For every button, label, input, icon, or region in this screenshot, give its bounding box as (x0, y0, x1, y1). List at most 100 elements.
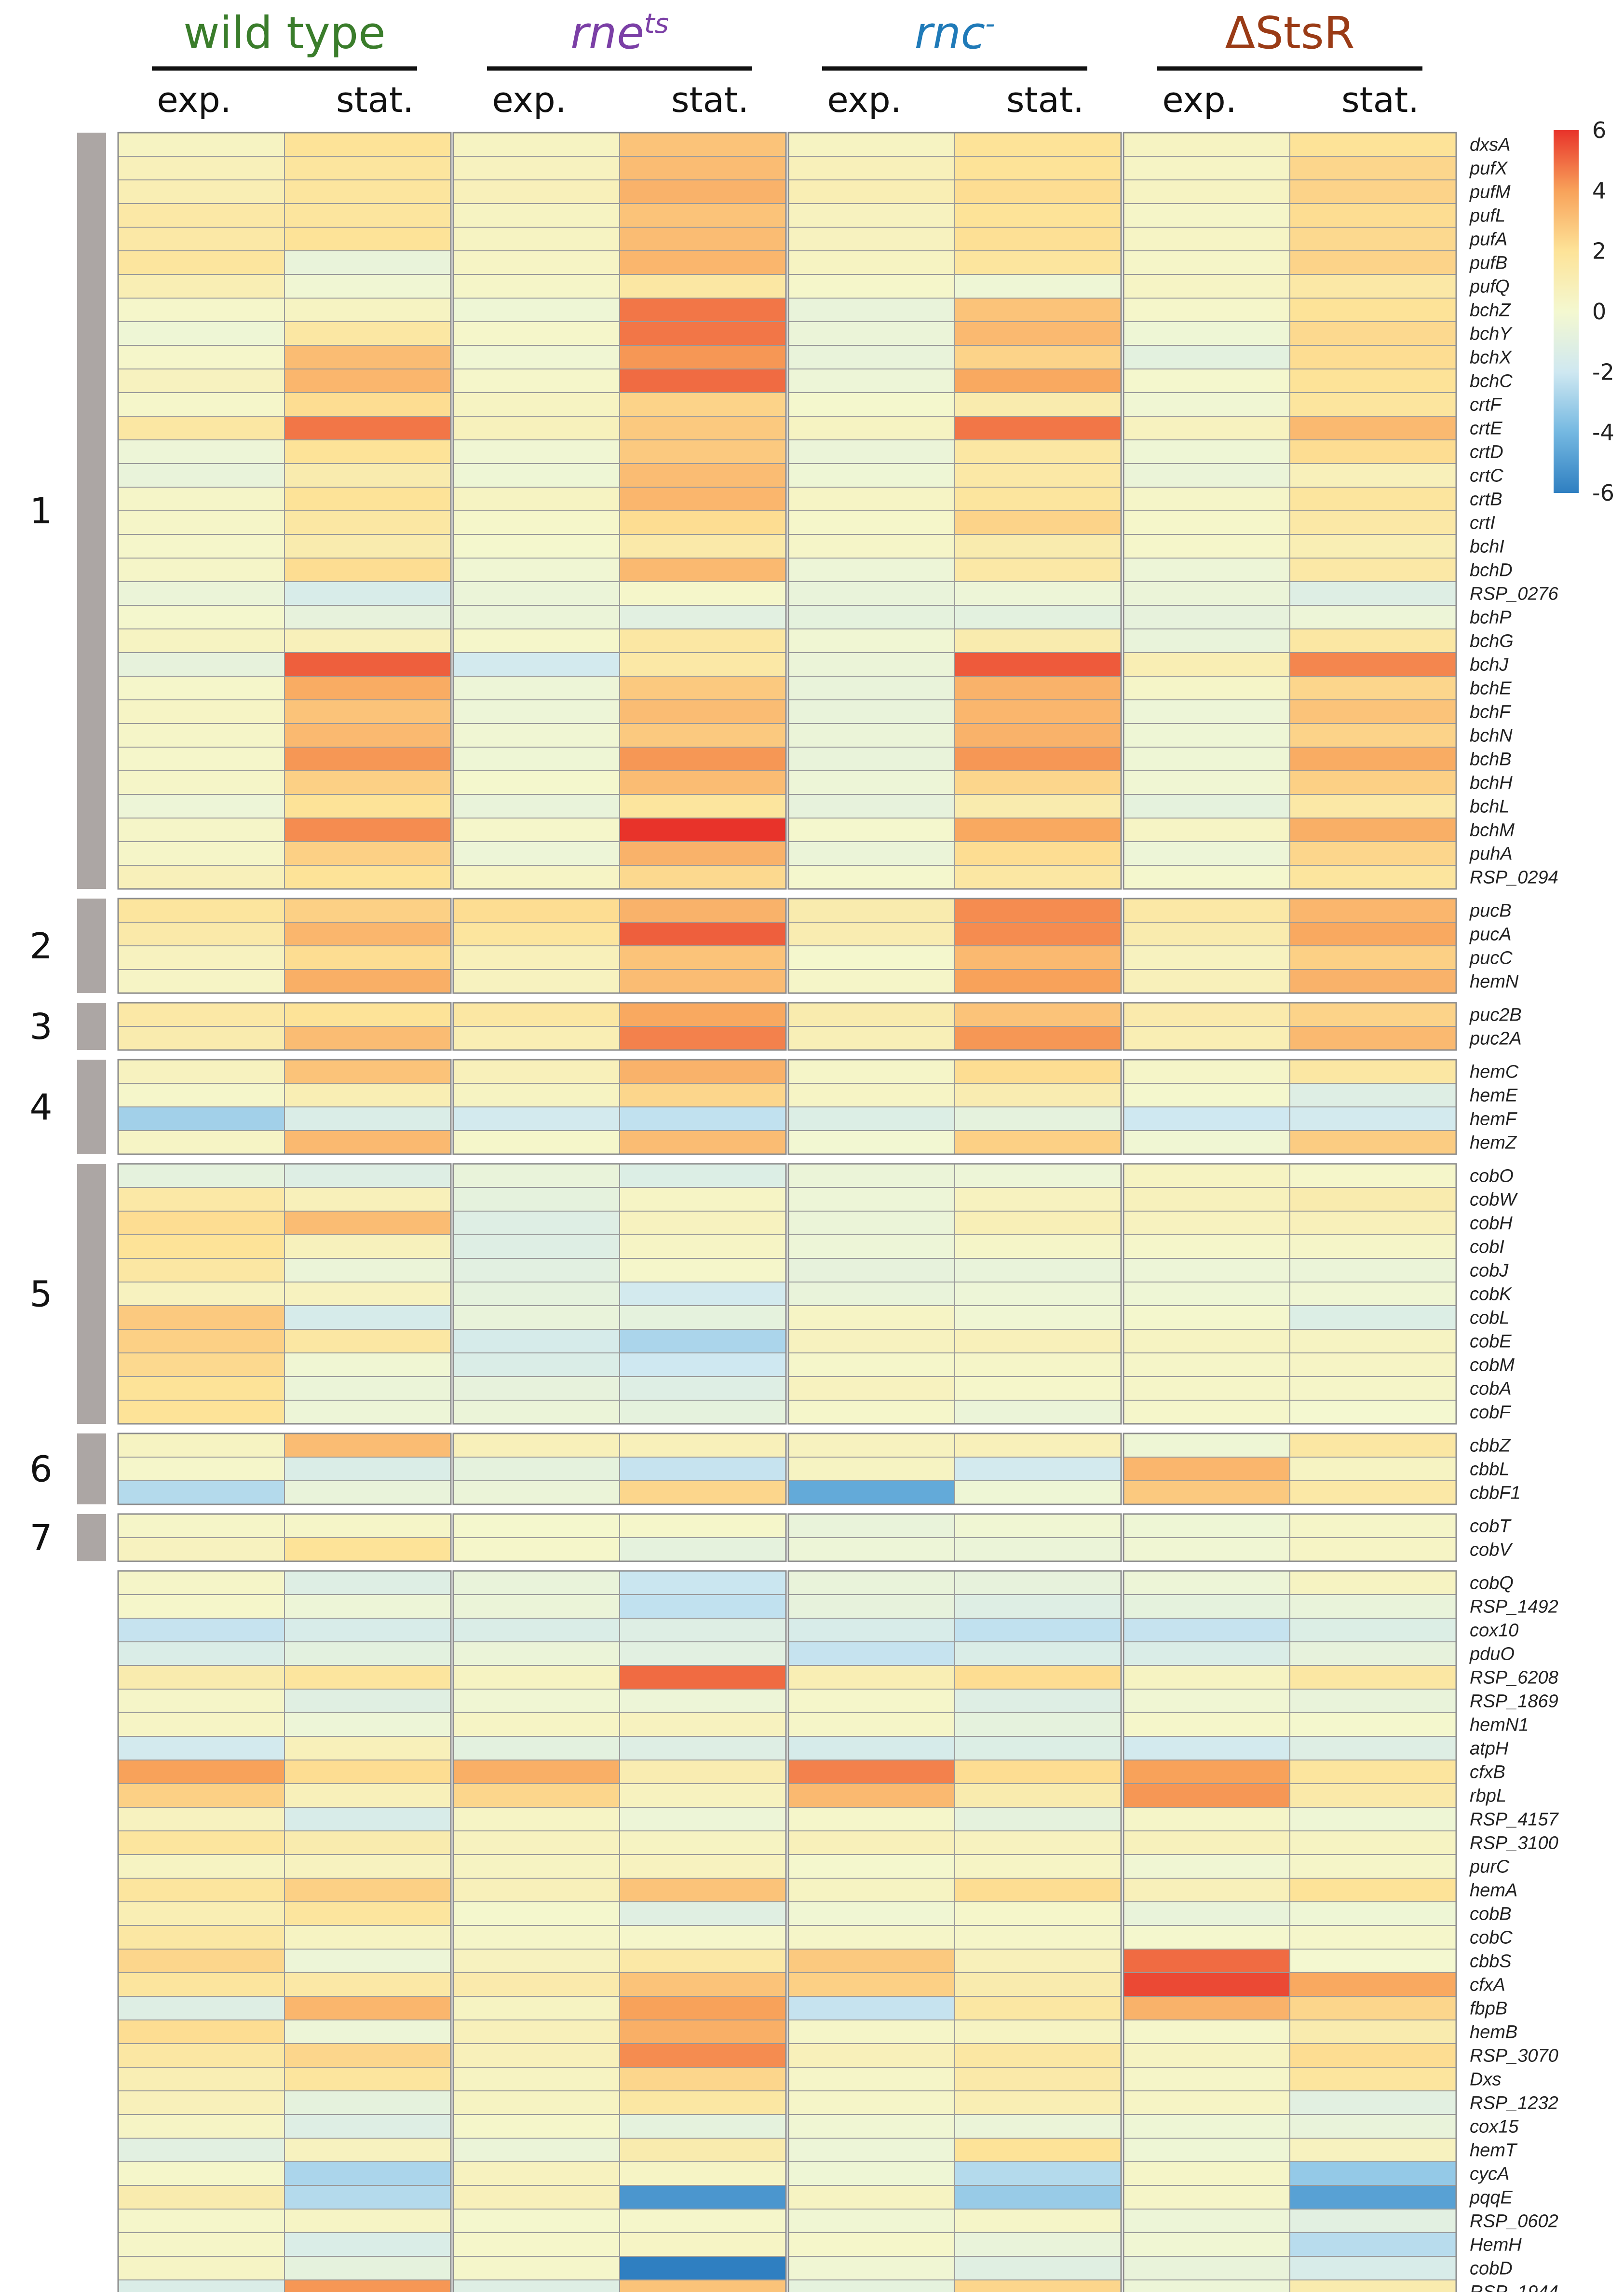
heatmap-cell (118, 699, 285, 724)
gene-label: cobT (1470, 1516, 1512, 1537)
heatmap-cell (118, 1059, 285, 1084)
heatmap-cell (453, 1211, 620, 1235)
heatmap-cell (788, 1130, 955, 1155)
heatmap-cell (1289, 1083, 1457, 1107)
heatmap-cell (1289, 865, 1457, 889)
heatmap-cell (284, 1736, 451, 1760)
heatmap-cell (954, 1211, 1122, 1235)
heatmap-cell (284, 534, 451, 559)
heatmap-cell (1123, 1901, 1290, 1926)
heatmap-cell (788, 1641, 955, 1666)
heatmap-cell (1123, 1400, 1290, 1424)
heatmap-cell (788, 898, 955, 923)
heatmap-cell (453, 1083, 620, 1107)
heatmap-cell (118, 1130, 285, 1155)
heatmap-cell (788, 1901, 955, 1926)
heatmap-cell (788, 298, 955, 322)
heatmap-cell (284, 945, 451, 970)
gene-label: cobV (1470, 1540, 1513, 1560)
heatmap-cell (453, 1594, 620, 1619)
heatmap-cell (1123, 1514, 1290, 1538)
gene-label: cobL (1470, 1308, 1509, 1328)
gene-label: cobH (1470, 1214, 1513, 1234)
condition-label-rnc-stat: stat. (1006, 80, 1084, 120)
heatmap-cell (954, 2256, 1122, 2280)
heatmap-cell (284, 747, 451, 771)
strain-superscript: - (985, 8, 995, 40)
heatmap-cell (619, 898, 786, 923)
cluster-label-7: 7 (29, 1517, 52, 1559)
heatmap-cell (453, 392, 620, 417)
heatmap-cell (453, 1570, 620, 1595)
heatmap-cell (284, 2256, 451, 2280)
heatmap-cell (1123, 156, 1290, 180)
heatmap-cell (118, 1106, 285, 1131)
heatmap-cell (954, 1570, 1122, 1595)
heatmap-cell (619, 416, 786, 440)
heatmap-cell (453, 2185, 620, 2210)
heatmap-cell (284, 1187, 451, 1212)
heatmap-cell (619, 227, 786, 251)
heatmap-cell (453, 321, 620, 346)
heatmap-cell (284, 1641, 451, 1666)
cluster-bar-3 (77, 1003, 106, 1050)
heatmap-cell (954, 1996, 1122, 2020)
heatmap-cell (788, 1234, 955, 1259)
heatmap-cell (619, 1376, 786, 1401)
heatmap-cell (118, 1083, 285, 1107)
heatmap-cell (788, 1925, 955, 1950)
gene-label: pufQ (1469, 277, 1509, 297)
heatmap-cell (284, 2138, 451, 2162)
legend-color-bar (1554, 130, 1579, 493)
heatmap-cell (284, 1329, 451, 1353)
heatmap-cell (453, 1807, 620, 1831)
heatmap-cell (619, 1641, 786, 1666)
heatmap-cell (954, 2067, 1122, 2091)
heatmap-cell (954, 1376, 1122, 1401)
gene-label: hemN (1470, 972, 1519, 992)
cluster-block-outline (117, 1432, 452, 1505)
heatmap-cell (1289, 1996, 1457, 2020)
heatmap-cell (954, 1480, 1122, 1505)
gene-label: RSP_0276 (1470, 584, 1559, 604)
heatmap-cell (788, 747, 955, 771)
cluster-block-outline (452, 1059, 787, 1155)
condition-label-rnc-exp: exp. (827, 80, 901, 120)
heatmap-cell (619, 1712, 786, 1737)
heatmap-cell (1123, 439, 1290, 464)
heatmap-cell (954, 1830, 1122, 1855)
heatmap-cell (284, 227, 451, 251)
heatmap-cell (284, 2067, 451, 2091)
heatmap-cell (453, 534, 620, 559)
heatmap-cell (1123, 865, 1290, 889)
heatmap-cell (954, 1305, 1122, 1330)
heatmap-cell (1123, 1130, 1290, 1155)
heatmap-cell (284, 298, 451, 322)
heatmap-cell (1289, 1187, 1457, 1212)
heatmap-cell (788, 1059, 955, 1084)
heatmap-cell (1123, 1878, 1290, 1902)
heatmap-cell (284, 1830, 451, 1855)
heatmap-cell (788, 1854, 955, 1879)
heatmap-cell (1123, 699, 1290, 724)
heatmap-cell (1123, 558, 1290, 582)
gene-label: hemN1 (1470, 1715, 1529, 1735)
heatmap-cell (118, 1996, 285, 2020)
gene-label: pucB (1469, 901, 1512, 921)
heatmap-cell (1289, 676, 1457, 700)
cluster-block-outline (1123, 1163, 1457, 1425)
heatmap-cell (788, 1665, 955, 1690)
cluster-label-2: 2 (29, 926, 52, 967)
heatmap-cell (1123, 770, 1290, 795)
gene-label: puc2B (1469, 1005, 1522, 1025)
heatmap-cell (453, 439, 620, 464)
heatmap-cell (453, 794, 620, 819)
heatmap-cell (788, 321, 955, 346)
heatmap-cell (118, 2185, 285, 2210)
heatmap-cell (118, 628, 285, 653)
heatmap-cell (1123, 1002, 1290, 1027)
heatmap-cell (619, 1996, 786, 2020)
cluster-block-outline (117, 1002, 452, 1051)
heatmap-cell (1123, 463, 1290, 488)
heatmap-cell (788, 2232, 955, 2257)
